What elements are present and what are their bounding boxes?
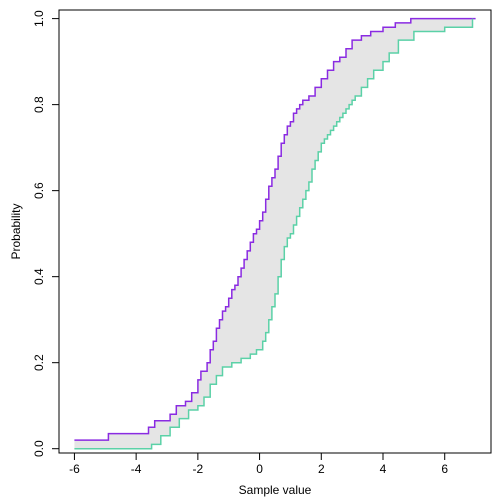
difference-band — [74, 18, 476, 449]
x-tick-label: 6 — [441, 462, 448, 476]
y-axis: 0.0 0.2 0.4 0.6 0.8 1.0 — [32, 10, 60, 457]
x-tick-label: -4 — [131, 462, 142, 476]
series-layer — [74, 17, 476, 450]
y-tick-label: 1.0 — [32, 10, 46, 27]
x-tick-label: -2 — [193, 462, 204, 476]
x-axis-title: Sample value — [239, 483, 312, 497]
x-axis: -6 -4 -2 0 2 4 6 — [69, 452, 448, 476]
y-tick-label: 0.8 — [32, 96, 46, 113]
y-tick-label: 0.2 — [32, 354, 46, 371]
x-tick-label: 0 — [256, 462, 263, 476]
x-tick-label: -6 — [69, 462, 80, 476]
y-tick-label: 0.6 — [32, 182, 46, 199]
y-axis-title: Probability — [9, 203, 23, 259]
x-tick-label: 4 — [380, 462, 387, 476]
ecdf-line-2 — [74, 18, 474, 450]
y-tick-label: 0.4 — [32, 268, 46, 285]
x-tick-label: 2 — [318, 462, 325, 476]
y-tick-label: 0.0 — [32, 440, 46, 457]
ecdf-line-1 — [74, 17, 476, 441]
